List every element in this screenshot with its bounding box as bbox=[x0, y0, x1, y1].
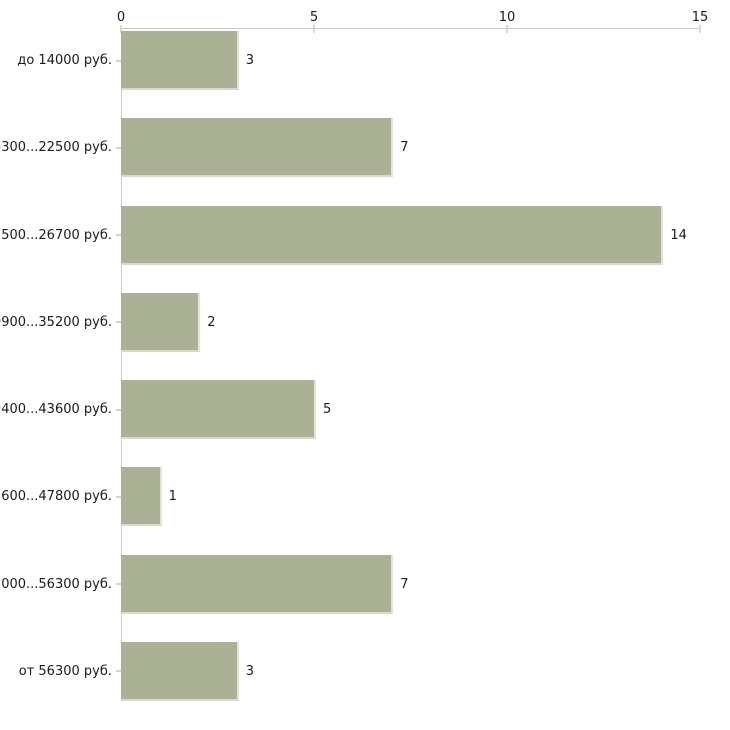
value-label: 1 bbox=[168, 489, 177, 505]
bar-row: 18300...22500 руб. 7 bbox=[0, 115, 730, 202]
x-axis-ticks: 0 5 10 15 bbox=[117, 0, 708, 36]
bar-row: 39400...43600 руб. 5 bbox=[0, 377, 730, 464]
bar-zone: 5 bbox=[121, 380, 700, 439]
category-tick bbox=[112, 118, 121, 177]
category-tick bbox=[112, 206, 121, 265]
bar-row: 22500...26700 руб. 14 bbox=[0, 203, 730, 290]
bar-rows: до 14000 руб. 3 18300...22500 руб. 7 22500..… bbox=[0, 28, 730, 726]
bar-zone: 7 bbox=[121, 118, 700, 178]
x-tick-label: 0 bbox=[116, 10, 126, 25]
bar bbox=[121, 641, 239, 701]
bar-row: 52000...56300 руб. 7 bbox=[0, 552, 730, 639]
bar bbox=[121, 205, 664, 265]
category-label: 22500...26700 руб. bbox=[0, 227, 112, 243]
category-tick-mark bbox=[116, 495, 121, 498]
category-label: 30900...35200 руб. bbox=[0, 314, 112, 330]
bar-zone: 1 bbox=[121, 467, 700, 527]
category-tick-mark bbox=[116, 408, 121, 411]
bar bbox=[121, 118, 394, 178]
bar bbox=[121, 31, 239, 90]
category-tick-mark bbox=[116, 321, 121, 324]
category-tick bbox=[112, 642, 121, 701]
category-tick bbox=[112, 380, 121, 439]
bar bbox=[121, 467, 162, 527]
bar-row: от 56300 руб. 3 bbox=[0, 639, 730, 726]
bar-row: 30900...35200 руб. 2 bbox=[0, 290, 730, 377]
category-tick bbox=[112, 31, 121, 90]
x-axis-line bbox=[121, 28, 701, 29]
y-axis-line bbox=[121, 28, 122, 701]
bar-zone: 3 bbox=[121, 641, 700, 701]
category-tick-mark bbox=[116, 234, 121, 236]
category-label: 43600...47800 руб. bbox=[0, 489, 112, 505]
bar bbox=[121, 292, 201, 352]
x-tick-mark bbox=[313, 25, 315, 33]
bar-zone: 2 bbox=[121, 292, 700, 352]
category-tick-mark bbox=[116, 670, 121, 673]
x-tick-label: 10 bbox=[498, 10, 516, 25]
bar-row: 43600...47800 руб. 1 bbox=[0, 464, 730, 551]
category-tick-mark bbox=[116, 583, 121, 585]
value-label: 3 bbox=[245, 663, 255, 679]
category-tick-mark bbox=[116, 59, 121, 62]
x-tick-label: 5 bbox=[309, 10, 319, 25]
x-tick-mark bbox=[699, 25, 701, 33]
x-tick-mark bbox=[120, 25, 122, 33]
category-tick-mark bbox=[116, 146, 121, 149]
category-label: 52000...56300 руб. bbox=[0, 576, 112, 592]
bar-zone: 3 bbox=[121, 31, 700, 90]
category-label: 39400...43600 руб. bbox=[0, 402, 112, 417]
x-tick-label: 15 bbox=[691, 10, 709, 25]
category-label: от 56300 руб. bbox=[18, 663, 112, 679]
x-tick-mark bbox=[506, 25, 508, 33]
value-label: 7 bbox=[400, 140, 409, 156]
value-label: 7 bbox=[400, 576, 409, 592]
category-label: 18300...22500 руб. bbox=[0, 140, 112, 156]
value-label: 3 bbox=[245, 53, 255, 68]
value-label: 14 bbox=[670, 227, 687, 243]
bar-row: до 14000 руб. 3 bbox=[0, 28, 730, 115]
bar-zone: 14 bbox=[121, 205, 700, 265]
bar bbox=[121, 554, 394, 614]
bar-zone: 7 bbox=[121, 554, 700, 614]
category-tick bbox=[112, 293, 121, 352]
bar bbox=[121, 380, 316, 439]
category-label: до 14000 руб. bbox=[17, 53, 112, 68]
value-label: 2 bbox=[207, 314, 216, 330]
value-label: 5 bbox=[323, 402, 332, 417]
category-tick bbox=[112, 467, 121, 526]
category-tick bbox=[112, 555, 121, 614]
